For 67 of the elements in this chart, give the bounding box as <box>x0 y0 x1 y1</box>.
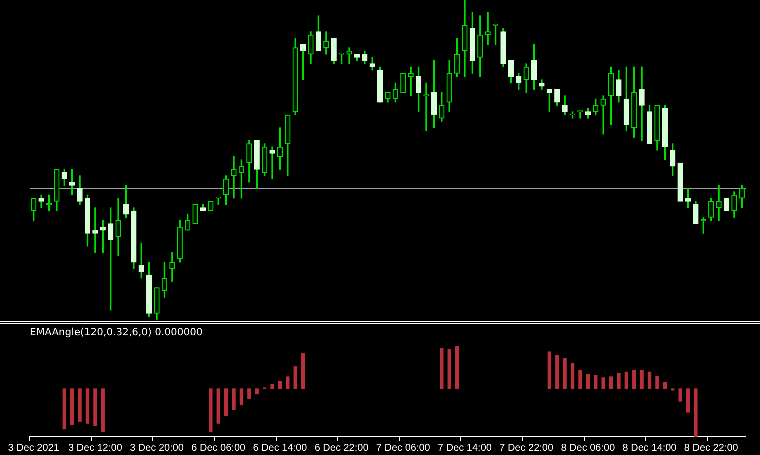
bar <box>270 384 274 390</box>
bar <box>448 349 452 390</box>
candlestick <box>208 201 214 212</box>
x-tick-label: 7 Dec 14:00 <box>438 442 492 454</box>
candlestick <box>270 146 276 180</box>
bar <box>586 374 590 390</box>
bar <box>656 376 660 390</box>
candlestick <box>400 73 406 94</box>
bar <box>232 388 236 410</box>
x-tick-label: 7 Dec 22:00 <box>500 442 554 454</box>
bar <box>455 346 460 390</box>
candlestick <box>716 185 722 222</box>
bar <box>70 388 74 426</box>
candlestick <box>192 204 198 224</box>
bar <box>678 388 682 402</box>
bar <box>301 353 306 390</box>
bar <box>609 376 614 390</box>
bar <box>94 388 98 426</box>
x-tick-label: 6 Dec 06:00 <box>192 442 246 454</box>
bar <box>594 375 598 390</box>
bar <box>224 388 228 416</box>
bar <box>602 378 606 390</box>
bar <box>440 348 444 390</box>
bar <box>632 370 636 390</box>
bar <box>62 388 66 430</box>
x-tick-label: 7 Dec 06:00 <box>376 442 431 454</box>
bar <box>548 352 552 390</box>
candlestick <box>678 162 684 202</box>
bar <box>640 370 644 390</box>
bar <box>255 388 259 395</box>
bar <box>278 380 282 390</box>
bar <box>78 388 82 422</box>
chart-title: EMAAngle(120,0.32,6,0) 0.000000 <box>30 328 203 339</box>
candlestick <box>170 252 176 282</box>
x-tick-label: 8 Dec 06:00 <box>561 442 616 454</box>
x-tick-label: 6 Dec 22:00 <box>314 442 370 454</box>
bar <box>648 372 652 390</box>
candlestick <box>231 156 237 199</box>
bar <box>286 376 290 390</box>
bar <box>694 388 698 437</box>
bar <box>294 366 298 390</box>
bar <box>101 388 105 432</box>
x-tick-label: 6 Dec 14:00 <box>253 442 308 454</box>
candlestick <box>600 96 606 135</box>
bar <box>209 388 213 432</box>
candlestick <box>639 66 645 142</box>
candlestick <box>578 110 584 119</box>
bar <box>624 372 628 390</box>
x-tick-label: 8 Dec 14:00 <box>622 442 678 454</box>
candlestick <box>424 82 430 132</box>
bar <box>686 388 690 413</box>
x-tick-label: 3 Dec 20:00 <box>130 442 184 454</box>
bar <box>578 370 582 390</box>
bar <box>570 363 575 390</box>
bar <box>617 373 621 390</box>
bar <box>563 358 567 390</box>
bar <box>216 388 220 424</box>
candlestick <box>724 198 730 212</box>
bar <box>86 388 90 424</box>
bar <box>240 388 244 406</box>
x-tick-label: 3 Dec 2021 <box>8 442 60 454</box>
x-tick-label: 8 Dec 22:00 <box>684 442 739 454</box>
candlestick <box>92 208 98 254</box>
bar <box>556 355 560 390</box>
bar <box>663 382 667 390</box>
x-tick-label: 3 Dec 12:00 <box>68 442 123 454</box>
bar <box>248 388 252 400</box>
